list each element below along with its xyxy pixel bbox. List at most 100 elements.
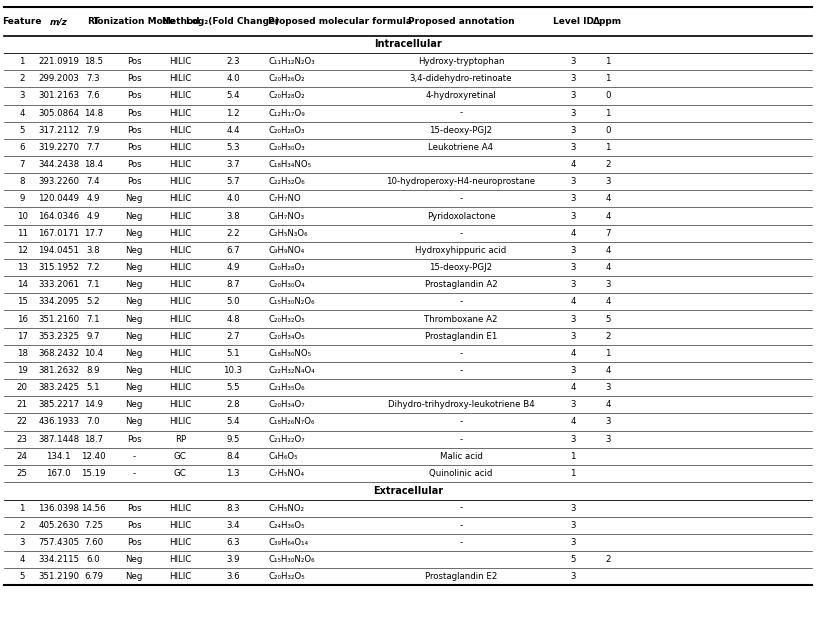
- Text: Quinolinic acid: Quinolinic acid: [429, 469, 493, 478]
- Text: Feature: Feature: [2, 17, 42, 26]
- Text: 0: 0: [605, 126, 610, 135]
- Text: HILIC: HILIC: [169, 195, 192, 203]
- Text: Prostaglandin A2: Prostaglandin A2: [424, 280, 498, 289]
- Text: C₁₈H₃₄NO₅: C₁₈H₃₄NO₅: [268, 160, 312, 169]
- Text: Neg: Neg: [126, 212, 143, 220]
- Text: -: -: [459, 195, 463, 203]
- Text: 5.4: 5.4: [226, 417, 240, 426]
- Text: 15.19: 15.19: [81, 469, 106, 478]
- Text: 334.2095: 334.2095: [38, 298, 79, 306]
- Text: Extracellular: Extracellular: [373, 485, 443, 496]
- Text: HILIC: HILIC: [169, 92, 192, 100]
- Text: 18.5: 18.5: [84, 57, 103, 66]
- Text: 4.0: 4.0: [226, 195, 240, 203]
- Text: HILIC: HILIC: [169, 366, 192, 375]
- Text: -: -: [133, 469, 135, 478]
- Text: 14.8: 14.8: [84, 109, 103, 117]
- Text: Dihydro-trihydroxy-leukotriene B4: Dihydro-trihydroxy-leukotriene B4: [388, 401, 534, 409]
- Text: 5: 5: [20, 126, 24, 135]
- Text: Neg: Neg: [126, 314, 143, 323]
- Text: -: -: [133, 452, 135, 461]
- Text: Hydroxy-tryptophan: Hydroxy-tryptophan: [418, 57, 504, 66]
- Text: 3.8: 3.8: [86, 246, 100, 255]
- Text: 7.2: 7.2: [86, 263, 100, 272]
- Text: 9.7: 9.7: [86, 332, 100, 341]
- Text: Pos: Pos: [127, 160, 141, 169]
- Text: Pos: Pos: [127, 126, 141, 135]
- Text: Neg: Neg: [126, 195, 143, 203]
- Text: C₁₈H₃₀NO₅: C₁₈H₃₀NO₅: [268, 349, 312, 358]
- Text: 4: 4: [570, 349, 576, 358]
- Text: 393.2260: 393.2260: [38, 177, 79, 186]
- Text: C₂₀H₂₆O₂: C₂₀H₂₆O₂: [268, 74, 305, 83]
- Text: 7: 7: [605, 229, 610, 238]
- Text: 385.2217: 385.2217: [38, 401, 79, 409]
- Text: C₂₀H₃₄O₅: C₂₀H₃₄O₅: [268, 332, 305, 341]
- Text: 23: 23: [16, 435, 28, 444]
- Text: Method: Method: [161, 17, 200, 26]
- Text: 25: 25: [16, 469, 28, 478]
- Text: 3: 3: [570, 332, 576, 341]
- Text: Hydroxyhippuric acid: Hydroxyhippuric acid: [415, 246, 507, 255]
- Text: 4: 4: [605, 263, 610, 272]
- Text: 4: 4: [570, 417, 576, 426]
- Text: 4-hydroxyretinal: 4-hydroxyretinal: [426, 92, 496, 100]
- Text: Neg: Neg: [126, 572, 143, 581]
- Text: 7.60: 7.60: [84, 538, 103, 547]
- Text: 5.2: 5.2: [86, 298, 100, 306]
- Text: 3: 3: [605, 417, 610, 426]
- Text: 351.2190: 351.2190: [38, 572, 79, 581]
- Text: GC: GC: [174, 452, 187, 461]
- Text: 6.79: 6.79: [84, 572, 103, 581]
- Text: 1: 1: [605, 143, 610, 152]
- Text: 16: 16: [16, 314, 28, 323]
- Text: 3: 3: [605, 435, 610, 444]
- Text: 15-deoxy-PGJ2: 15-deoxy-PGJ2: [429, 263, 493, 272]
- Text: -: -: [459, 349, 463, 358]
- Text: 7.3: 7.3: [86, 74, 100, 83]
- Text: Pos: Pos: [127, 109, 141, 117]
- Text: Pos: Pos: [127, 538, 141, 547]
- Text: C₇H₇NO: C₇H₇NO: [268, 195, 301, 203]
- Text: Neg: Neg: [126, 366, 143, 375]
- Text: -: -: [459, 538, 463, 547]
- Text: 3: 3: [570, 212, 576, 220]
- Text: -: -: [459, 366, 463, 375]
- Text: 319.2270: 319.2270: [38, 143, 79, 152]
- Text: 15-deoxy-PGJ2: 15-deoxy-PGJ2: [429, 126, 493, 135]
- Text: C₇H₅NO₂: C₇H₅NO₂: [268, 504, 304, 512]
- Text: HILIC: HILIC: [169, 212, 192, 220]
- Text: 3: 3: [570, 143, 576, 152]
- Text: 0: 0: [605, 92, 610, 100]
- Text: 18: 18: [16, 349, 28, 358]
- Text: C₂₀H₃₀O₄: C₂₀H₃₀O₄: [268, 280, 305, 289]
- Text: 4: 4: [605, 246, 610, 255]
- Text: Pos: Pos: [127, 74, 141, 83]
- Text: C₈H₇NO₃: C₈H₇NO₃: [268, 212, 304, 220]
- Text: Neg: Neg: [126, 298, 143, 306]
- Text: 1: 1: [605, 349, 610, 358]
- Text: Neg: Neg: [126, 246, 143, 255]
- Text: 383.2425: 383.2425: [38, 383, 79, 392]
- Text: 3: 3: [570, 74, 576, 83]
- Text: 2.2: 2.2: [226, 229, 240, 238]
- Text: Pos: Pos: [127, 177, 141, 186]
- Text: 3: 3: [570, 435, 576, 444]
- Text: 4.4: 4.4: [226, 126, 240, 135]
- Text: 1.3: 1.3: [226, 469, 240, 478]
- Text: 2.3: 2.3: [226, 57, 240, 66]
- Text: Ionization Mode: Ionization Mode: [94, 17, 175, 26]
- Text: Neg: Neg: [126, 280, 143, 289]
- Text: RT: RT: [87, 17, 100, 26]
- Text: 7.6: 7.6: [86, 92, 100, 100]
- Text: Pos: Pos: [127, 521, 141, 530]
- Text: Neg: Neg: [126, 349, 143, 358]
- Text: 299.2003: 299.2003: [38, 74, 79, 83]
- Text: HILIC: HILIC: [169, 298, 192, 306]
- Text: C₂₀H₃₂O₅: C₂₀H₃₂O₅: [268, 572, 305, 581]
- Text: HILIC: HILIC: [169, 417, 192, 426]
- Text: -: -: [459, 521, 463, 530]
- Text: m/z: m/z: [50, 17, 68, 26]
- Text: 381.2632: 381.2632: [38, 366, 79, 375]
- Text: 4.0: 4.0: [226, 74, 240, 83]
